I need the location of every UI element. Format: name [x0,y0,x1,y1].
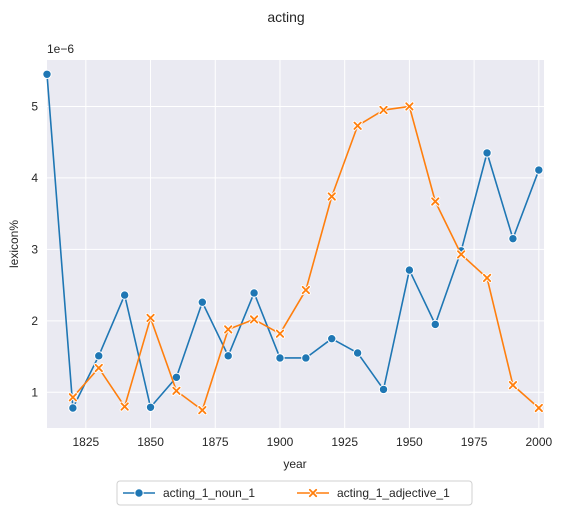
series-acting_1_noun_1 [42,69,544,413]
data-point [274,328,285,339]
data-point [352,348,363,358]
marker-stroke [308,488,318,498]
data-point [378,384,389,395]
legend-label: acting_1_adjective_1 [337,486,450,500]
marker-stroke [482,273,492,283]
data-point [430,319,440,330]
marker-stroke [405,102,414,111]
series-line [46,73,540,409]
x-tick-label: 1900 [267,435,294,449]
marker-stroke [172,386,181,395]
data-point [197,405,208,416]
series-layer [42,69,544,416]
data-point [534,165,544,175]
data-point [145,312,156,323]
tick-labels: 1825 1850 1875 1900 1925 1950 1975 2000 1 2 3 4 5 [31,99,552,449]
data-point [352,120,363,131]
x-tick-label: 1950 [396,435,423,449]
data-point [249,288,259,298]
chart-title: acting [267,9,304,25]
data-point [223,351,233,361]
data-point [93,362,104,373]
marker-stroke [301,285,310,295]
data-point [404,265,415,275]
legend-label: acting_1_noun_1 [163,486,255,500]
data-point [326,191,337,202]
x-axis-label: year [283,457,306,471]
y-tick-label: 4 [31,171,38,185]
legend-entry: acting_1_noun_1 [123,486,255,500]
legend-marker [307,487,319,499]
data-point [430,196,441,207]
data-point [404,101,415,112]
data-point [482,272,493,283]
marker-stroke [457,250,466,259]
data-point [508,233,518,244]
legend-box [116,480,473,506]
marker-stroke [224,325,233,334]
data-point [223,324,234,335]
data-point [378,105,389,116]
marker-stroke [68,393,77,402]
marker-stroke [275,329,285,338]
data-point [67,392,78,403]
plot-background [47,60,544,428]
y-axis-offset-label: 1e−6 [47,42,74,56]
data-point [456,249,467,260]
marker-stroke [534,403,543,413]
data-point [68,403,78,413]
marker-stroke [120,402,129,411]
data-point [145,402,156,412]
x-tick-label: 1825 [72,435,99,449]
data-point [197,297,208,307]
grid-lines [47,60,544,428]
y-tick-label: 1 [31,385,38,399]
x-tick-label: 1850 [137,435,164,449]
data-point [119,401,130,412]
legend: acting_1_noun_1 acting_1_adjective_1 [116,480,473,506]
marker-stroke [379,105,388,115]
x-tick-label: 1975 [461,435,488,449]
data-point [300,285,311,296]
x-tick-label: 1925 [331,435,358,449]
x-tick-label: 2000 [525,435,552,449]
data-point [533,402,544,413]
marker-stroke [431,197,440,206]
legend-entry: acting_1_adjective_1 [297,486,450,500]
marker-stroke [94,363,103,373]
data-point [507,380,518,391]
x-tick-label: 1875 [202,435,229,449]
data-point [482,148,492,158]
data-point [42,69,52,79]
y-axis-label: lexicon% [7,220,21,268]
legend-marker [134,488,144,498]
data-point [275,353,285,363]
data-point [327,333,337,344]
marker-stroke [353,121,362,130]
series-acting_1_adjective_1 [67,101,544,416]
marker-stroke [508,381,518,390]
y-tick-label: 5 [31,99,38,113]
marker-stroke [198,406,207,415]
data-point [171,385,182,396]
marker-stroke [249,315,259,324]
y-tick-label: 3 [31,242,38,256]
marker-stroke [146,313,155,323]
data-point [119,290,130,300]
data-point [301,353,311,363]
data-point [94,351,104,361]
data-point [249,314,260,325]
y-tick-label: 2 [31,314,38,328]
marker-stroke [327,192,336,201]
